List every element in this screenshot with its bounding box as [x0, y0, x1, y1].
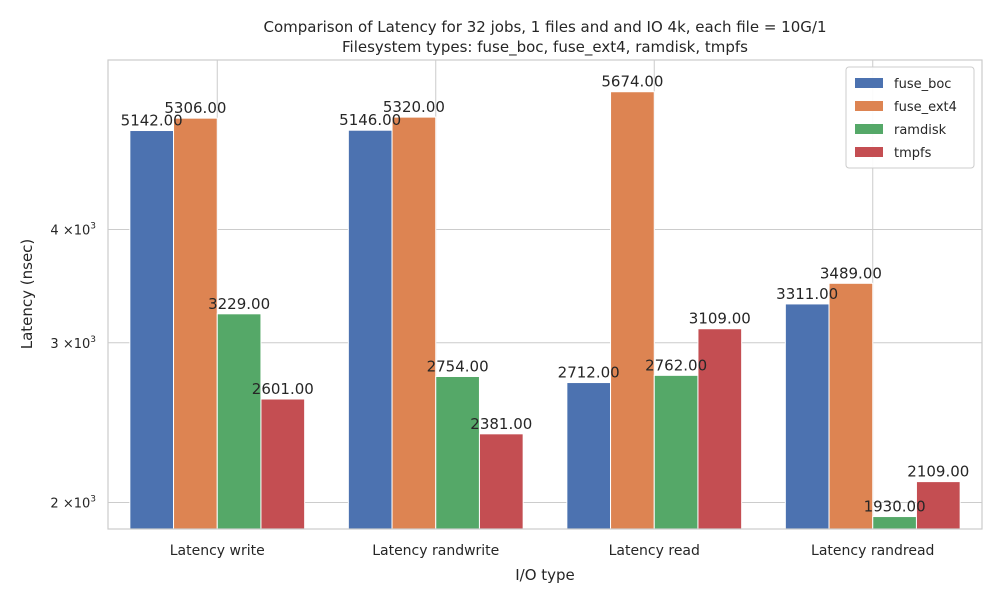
- data-label: 2109.00: [907, 463, 969, 481]
- data-label: 3311.00: [776, 285, 838, 303]
- x-tick-labels: Latency write Latency randwrite Latency re…: [170, 543, 935, 559]
- data-label: 2381.00: [470, 415, 532, 433]
- y-tick-labels: 2 ×103 3 ×103 4 ×103: [50, 221, 96, 511]
- bar-tmpfs: [260, 398, 306, 530]
- data-label: 5320.00: [383, 98, 445, 116]
- chart-title-line2: Filesystem types: fuse_boc, fuse_ext4, r…: [342, 38, 748, 57]
- y-axis-label: Latency (nsec): [18, 239, 36, 350]
- legend-swatch-tmpfs: [855, 147, 883, 157]
- x-tick-label: Latency randread: [811, 543, 934, 559]
- legend-label-fuse_boc: fuse_boc: [894, 77, 951, 92]
- bar-fuse_boc: [566, 382, 612, 530]
- data-label: 3229.00: [208, 295, 270, 313]
- data-label: 5146.00: [339, 111, 401, 129]
- x-tick-label: Latency read: [609, 543, 700, 559]
- data-label: 5142.00: [121, 112, 183, 130]
- legend-label-fuse_ext4: fuse_ext4: [894, 100, 957, 115]
- data-label: 3489.00: [820, 264, 882, 282]
- data-label: 2601.00: [252, 380, 314, 398]
- data-label: 3109.00: [689, 310, 751, 328]
- bar-tmpfs: [697, 328, 743, 530]
- bar-tmpfs: [915, 481, 961, 530]
- bar-fuse_boc: [347, 129, 393, 530]
- legend-swatch-fuse_ext4: [855, 101, 883, 111]
- chart-title-line1: Comparison of Latency for 32 jobs, 1 fil…: [263, 18, 826, 36]
- bar-fuse_ext4: [391, 116, 437, 530]
- bar-fuse_ext4: [610, 91, 655, 530]
- legend-swatch-ramdisk: [855, 124, 883, 134]
- bar-fuse_ext4: [173, 117, 218, 530]
- y-tick-label: 4 ×103: [50, 221, 96, 238]
- bar-ramdisk: [653, 374, 699, 530]
- x-axis-label: I/O type: [515, 566, 575, 584]
- legend-label-ramdisk: ramdisk: [894, 123, 947, 138]
- data-label: 2712.00: [558, 364, 620, 382]
- data-label: 2754.00: [427, 357, 489, 375]
- bar-ramdisk: [435, 375, 480, 530]
- legend-swatch-fuse_boc: [855, 78, 883, 88]
- plot-area-border: [107, 59, 983, 530]
- bar-fuse_boc: [784, 303, 830, 530]
- data-labels: 5142.00 5146.00 2712.00 3311.00 5306.00 5320.…: [121, 73, 970, 516]
- legend-label-tmpfs: tmpfs: [894, 146, 932, 161]
- legend-box: [845, 66, 975, 169]
- bars: [129, 91, 961, 530]
- data-label: 2762.00: [645, 356, 707, 374]
- bar-ramdisk: [216, 313, 262, 530]
- bar-ramdisk: [872, 516, 917, 530]
- x-tick-label: Latency write: [170, 543, 265, 559]
- data-label: 1930.00: [864, 498, 926, 516]
- bar-tmpfs: [478, 433, 524, 530]
- y-tick-label: 2 ×103: [50, 495, 96, 512]
- data-label: 5306.00: [164, 99, 226, 117]
- bar-fuse_ext4: [828, 282, 874, 530]
- data-label: 5674.00: [601, 73, 663, 91]
- bar-fuse_boc: [129, 130, 175, 530]
- y-tick-label: 3 ×103: [50, 335, 96, 352]
- x-tick-label: Latency randwrite: [372, 543, 499, 559]
